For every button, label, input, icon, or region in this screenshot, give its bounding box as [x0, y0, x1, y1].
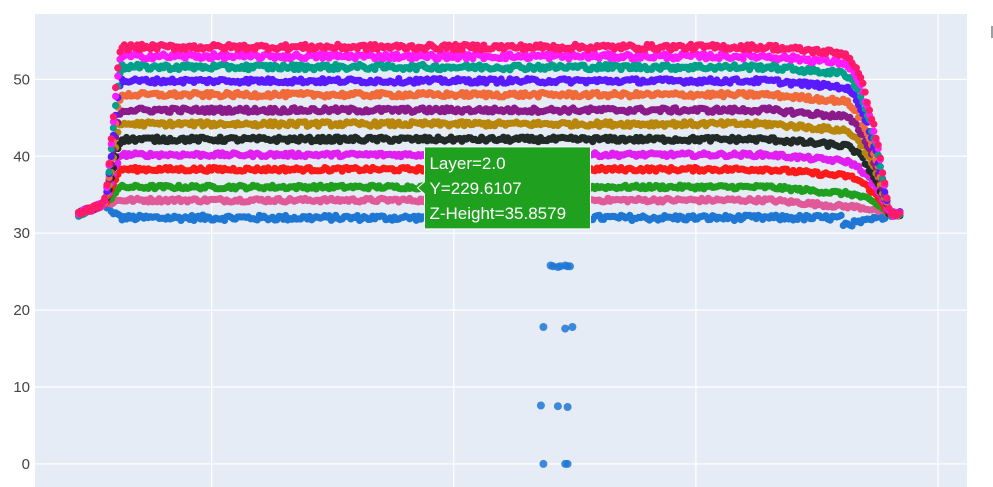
outlier-point[interactable]: [553, 402, 562, 411]
data-point[interactable]: [874, 141, 882, 149]
data-point[interactable]: [883, 194, 891, 202]
data-point[interactable]: [881, 179, 889, 187]
data-point[interactable]: [107, 152, 115, 161]
outlier-point[interactable]: [539, 323, 548, 331]
outlier-point[interactable]: [561, 324, 570, 333]
data-point[interactable]: [112, 101, 120, 110]
y-tick-label: 40: [13, 148, 30, 165]
data-point[interactable]: [114, 159, 122, 167]
data-point[interactable]: [114, 64, 122, 72]
y-tick-label: 50: [13, 71, 30, 88]
data-point[interactable]: [863, 99, 871, 107]
data-point[interactable]: [896, 209, 904, 217]
outlier-point[interactable]: [563, 403, 572, 411]
y-tick-label: 0: [22, 456, 30, 473]
outlier-point[interactable]: [563, 459, 572, 468]
data-point[interactable]: [109, 113, 117, 121]
outlier-point[interactable]: [539, 459, 548, 468]
series-2[interactable]: [75, 194, 904, 219]
data-point[interactable]: [878, 169, 887, 177]
data-point[interactable]: [107, 135, 115, 143]
hover-tooltip-z-height-text: Z-Height=35.8579: [429, 204, 566, 223]
data-point[interactable]: [870, 127, 878, 135]
y-tick-label: 30: [13, 225, 30, 242]
data-point[interactable]: [105, 168, 113, 176]
data-point[interactable]: [876, 154, 884, 162]
data-point[interactable]: [114, 72, 122, 80]
y-tick-label: 10: [13, 379, 30, 396]
outlier-point[interactable]: [568, 323, 577, 331]
hover-tooltip-layer-text: Layer=2.0: [429, 154, 505, 173]
outlier-point[interactable]: [566, 262, 574, 271]
data-point[interactable]: [865, 106, 874, 114]
outlier-point[interactable]: [536, 401, 545, 410]
hover-tooltip-y-text: Y=229.6107: [429, 179, 521, 198]
data-point[interactable]: [112, 84, 120, 92]
data-point[interactable]: [861, 88, 869, 96]
y-tick-label: 20: [13, 302, 30, 319]
y-axis-ticks: 0 10 20 30 40 50: [13, 71, 30, 473]
data-point[interactable]: [859, 79, 867, 87]
hover-tooltip: Layer=2.0 Y=229.6107 Z-Height=35.8579: [416, 146, 591, 230]
data-point[interactable]: [872, 134, 880, 142]
data-point[interactable]: [112, 92, 120, 100]
data-point[interactable]: [837, 211, 845, 219]
data-point[interactable]: [103, 181, 111, 189]
data-point[interactable]: [870, 120, 878, 128]
data-point[interactable]: [101, 194, 109, 202]
data-point[interactable]: [105, 160, 113, 168]
